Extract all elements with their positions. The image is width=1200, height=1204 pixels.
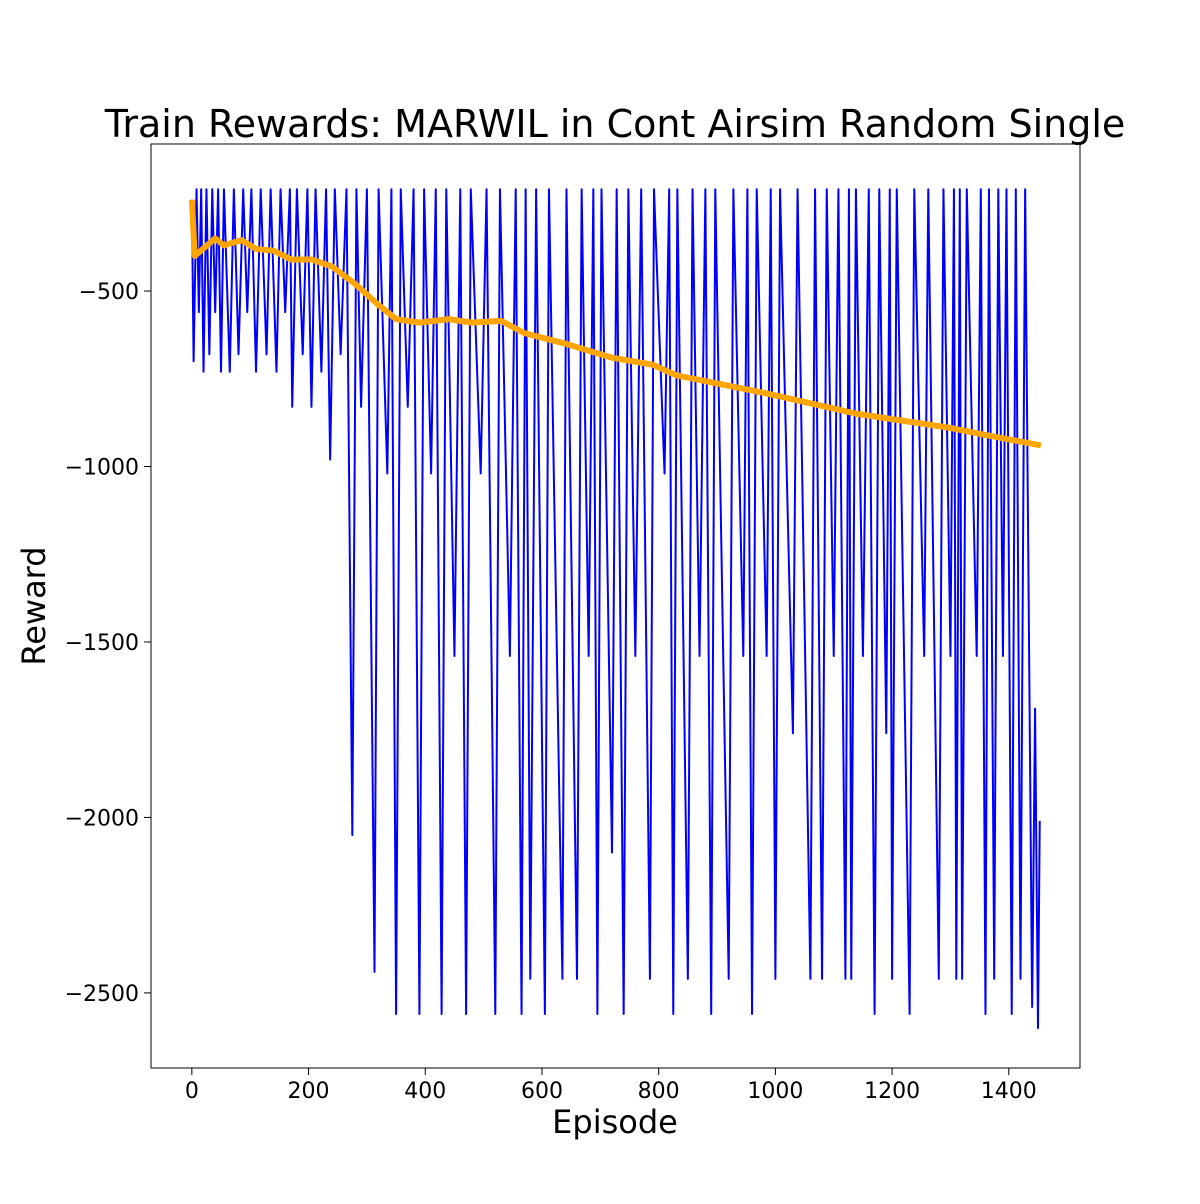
x-tick-label: 800: [638, 1079, 680, 1104]
x-axis-label: Episode: [552, 1103, 678, 1141]
x-tick-label: 1200: [864, 1079, 920, 1104]
series-line: [190, 188, 1041, 1029]
y-tick-label: −2000: [65, 806, 139, 831]
x-tick-label: 1400: [981, 1079, 1037, 1104]
y-tick-label: −1000: [65, 456, 139, 481]
x-tick-label: 600: [521, 1079, 563, 1104]
chart-title: Train Rewards: MARWIL in Cont Airsim Ran…: [104, 102, 1126, 146]
x-tick-label: 200: [288, 1079, 330, 1104]
y-tick-label: −1500: [65, 631, 139, 656]
x-tick-label: 1000: [747, 1079, 803, 1104]
y-axis-label: Reward: [15, 546, 53, 665]
y-tick-label: −2500: [65, 982, 139, 1007]
x-tick-label: 0: [185, 1079, 199, 1104]
y-tick-label: −500: [79, 280, 139, 305]
series-line: [188, 199, 1042, 449]
x-tick-label: 400: [404, 1079, 446, 1104]
plot-frame: [150, 143, 1081, 1069]
